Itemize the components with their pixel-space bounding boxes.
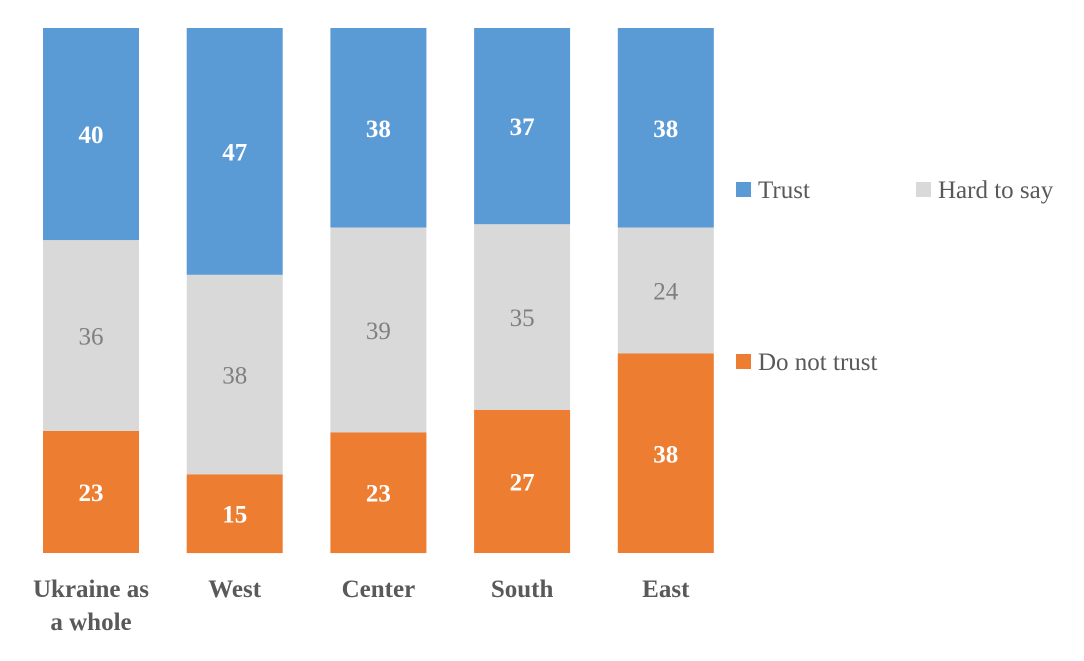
bar-segment-trust-center <box>330 28 427 228</box>
data-label-hard-to-say-south: 35 <box>510 305 535 332</box>
data-label-do-not-trust-center: 23 <box>366 481 391 508</box>
bar-segment-trust-ukraine-as-a-whole <box>43 28 139 241</box>
bar-segment-hard-to-say-center <box>330 227 427 433</box>
legend-swatch-hard-to-say <box>916 182 931 197</box>
legend-item-trust: Trust <box>736 177 810 204</box>
category-label-ukraine-as-a-whole-line-1: Ukraine as <box>33 576 149 603</box>
category-label-center: Center <box>342 576 416 603</box>
data-label-hard-to-say-east: 24 <box>653 279 679 306</box>
data-labels-group: 23 36 40 15 38 47 23 39 38 27 35 37 38 24 38 <box>79 114 679 528</box>
data-label-trust-south: 37 <box>510 114 535 141</box>
bar-segment-do-not-trust-ukraine-as-a-whole <box>43 431 139 553</box>
category-labels-group: Ukraine as a whole West Center South East <box>33 576 690 636</box>
bars-group <box>43 28 714 554</box>
legend-label-do-not-trust: Do not trust <box>758 349 878 376</box>
data-label-trust-west: 47 <box>222 139 247 166</box>
data-label-hard-to-say-west: 38 <box>222 363 247 390</box>
legend-item-do-not-trust: Do not trust <box>736 349 878 376</box>
bar-segment-do-not-trust-east <box>617 353 714 553</box>
category-label-east: East <box>642 576 690 603</box>
data-label-do-not-trust-south: 27 <box>510 469 535 496</box>
bar-segment-do-not-trust-south <box>474 409 571 553</box>
legend-label-trust: Trust <box>758 177 810 204</box>
bar-segment-trust-east <box>617 28 714 228</box>
category-label-south: South <box>491 576 554 603</box>
data-label-hard-to-say-ukraine-as-a-whole: 36 <box>79 324 104 351</box>
data-label-trust-east: 38 <box>653 116 678 143</box>
bar-segment-hard-to-say-east <box>617 227 714 354</box>
category-label-west: West <box>208 576 261 603</box>
bar-segment-hard-to-say-south <box>474 224 571 410</box>
legend: Trust Hard to say Do not trust <box>736 177 1054 376</box>
data-label-trust-center: 38 <box>366 116 391 143</box>
data-label-do-not-trust-west: 15 <box>222 502 247 529</box>
category-label-ukraine-as-a-whole-line-2: a whole <box>50 609 131 636</box>
bar-segment-trust-south <box>474 28 571 225</box>
data-label-do-not-trust-east: 38 <box>653 441 678 468</box>
bar-segment-trust-west <box>186 28 283 275</box>
legend-swatch-do-not-trust <box>736 354 751 369</box>
data-label-hard-to-say-center: 39 <box>366 318 391 345</box>
bar-segment-do-not-trust-center <box>330 432 427 554</box>
bar-segment-hard-to-say-west <box>186 274 283 475</box>
data-label-trust-ukraine-as-a-whole: 40 <box>79 122 104 149</box>
bar-segment-hard-to-say-ukraine-as-a-whole <box>43 240 139 431</box>
legend-label-hard-to-say: Hard to say <box>938 177 1054 204</box>
legend-item-hard-to-say: Hard to say <box>916 177 1054 204</box>
data-label-do-not-trust-ukraine-as-a-whole: 23 <box>79 480 104 507</box>
bar-segment-do-not-trust-west <box>186 474 283 554</box>
legend-swatch-trust <box>736 182 751 197</box>
